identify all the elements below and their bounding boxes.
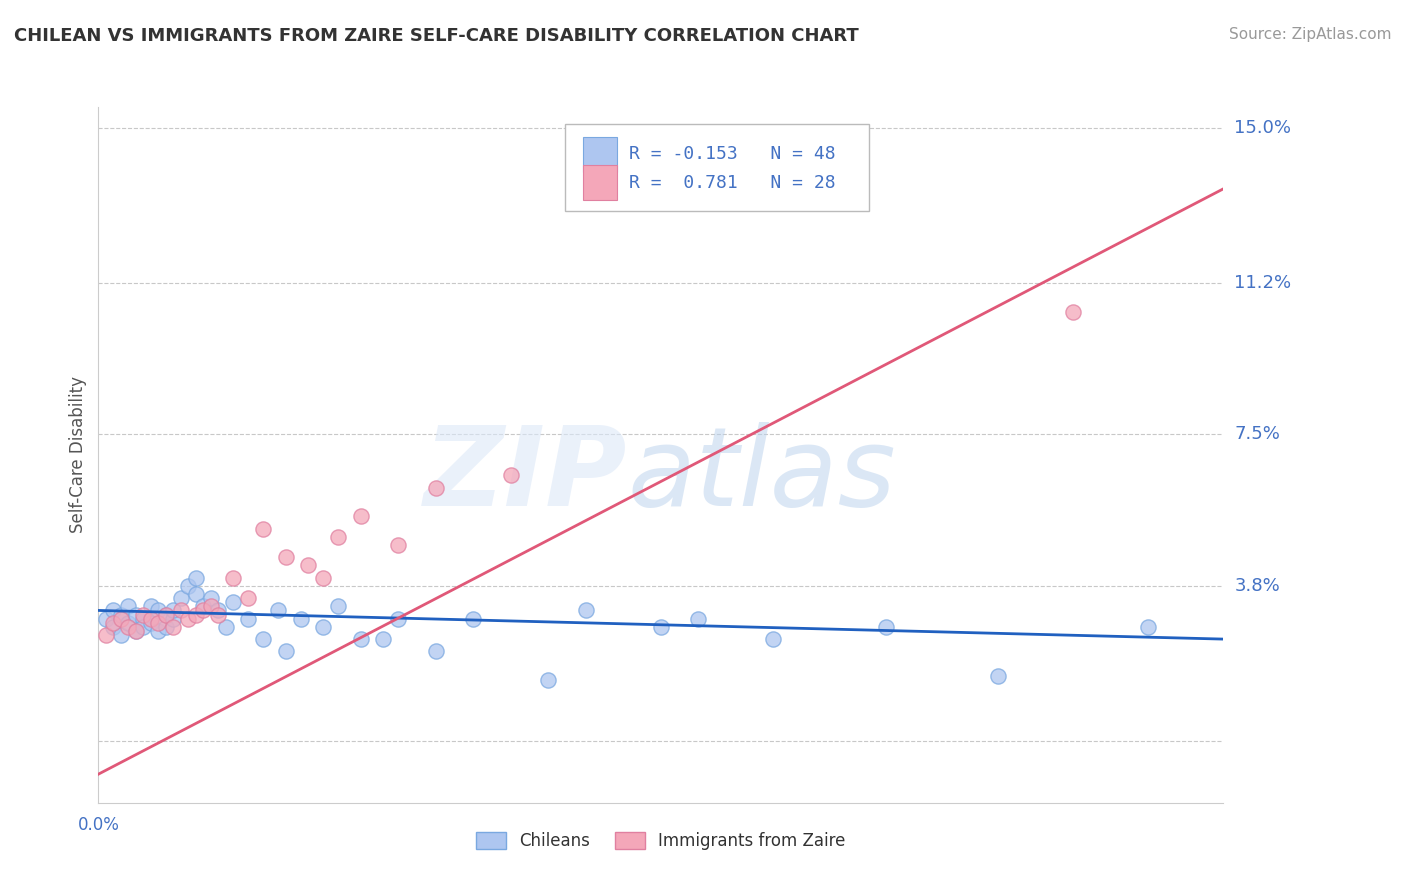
Point (499, 468, 522, 483)
Point (110, 628, 132, 642)
Point (274, 644, 297, 658)
Legend: Chileans, Immigrants from Zaire: Chileans, Immigrants from Zaire (470, 826, 852, 857)
Point (312, 620, 335, 634)
Text: ZIP: ZIP (423, 422, 627, 529)
Point (132, 620, 155, 634)
Point (132, 612, 155, 626)
Point (463, 612, 485, 626)
Point (148, 624, 170, 638)
Point (200, 591, 222, 606)
Point (688, 612, 710, 626)
Point (125, 624, 148, 638)
Text: 3.8%: 3.8% (1234, 577, 1279, 595)
Point (94, 612, 117, 626)
Point (373, 632, 395, 646)
Point (762, 632, 785, 646)
Text: atlas: atlas (627, 422, 896, 529)
Point (184, 607, 207, 622)
Point (350, 632, 373, 646)
Text: 0.0%: 0.0% (77, 816, 120, 834)
Point (162, 612, 184, 626)
Point (222, 595, 245, 609)
Text: R = -0.153   N = 48: R = -0.153 N = 48 (630, 145, 837, 163)
Point (1137, 620, 1160, 634)
Point (387, 538, 409, 552)
Point (328, 599, 350, 614)
Point (177, 612, 200, 626)
Point (987, 669, 1010, 683)
Point (290, 612, 312, 626)
Point (650, 620, 672, 634)
Point (177, 579, 200, 593)
Point (139, 615, 162, 630)
Point (207, 603, 229, 617)
Point (162, 603, 184, 617)
Point (94, 628, 117, 642)
Point (103, 615, 125, 630)
Point (162, 620, 184, 634)
Point (155, 620, 177, 634)
Point (155, 607, 177, 622)
Text: R =  0.781   N = 28: R = 0.781 N = 28 (630, 174, 837, 192)
Point (117, 599, 139, 614)
Point (425, 481, 447, 495)
Point (425, 644, 447, 658)
Point (274, 550, 297, 565)
FancyBboxPatch shape (565, 124, 869, 211)
Text: Source: ZipAtlas.com: Source: ZipAtlas.com (1229, 27, 1392, 42)
Point (139, 599, 162, 614)
Point (170, 591, 193, 606)
Point (238, 612, 260, 626)
Point (1062, 304, 1084, 318)
Point (537, 673, 560, 687)
Point (238, 591, 260, 606)
Text: 7.5%: 7.5% (1234, 425, 1281, 443)
FancyBboxPatch shape (583, 137, 617, 172)
Point (117, 620, 139, 634)
Text: 11.2%: 11.2% (1234, 274, 1292, 292)
Point (350, 509, 373, 524)
Point (155, 607, 177, 622)
Point (148, 615, 170, 630)
Point (387, 612, 409, 626)
Point (170, 603, 193, 617)
Point (193, 599, 215, 614)
Point (875, 620, 897, 634)
Point (207, 607, 229, 622)
Y-axis label: Self-Care Disability: Self-Care Disability (69, 376, 87, 533)
Text: 15.0%: 15.0% (1234, 119, 1291, 136)
FancyBboxPatch shape (583, 166, 617, 201)
Point (125, 624, 148, 638)
Point (328, 530, 350, 544)
Point (110, 607, 132, 622)
Point (125, 607, 148, 622)
Point (110, 612, 132, 626)
Point (184, 587, 207, 601)
Point (575, 603, 598, 617)
Point (139, 612, 162, 626)
Point (252, 632, 274, 646)
Point (184, 571, 207, 585)
Point (132, 607, 155, 622)
Point (103, 620, 125, 634)
Point (222, 571, 245, 585)
Point (215, 620, 238, 634)
Point (103, 603, 125, 617)
Point (267, 603, 290, 617)
Point (312, 571, 335, 585)
Point (252, 522, 274, 536)
Point (117, 615, 139, 630)
Point (193, 603, 215, 617)
Point (200, 599, 222, 614)
Point (297, 558, 319, 573)
Text: CHILEAN VS IMMIGRANTS FROM ZAIRE SELF-CARE DISABILITY CORRELATION CHART: CHILEAN VS IMMIGRANTS FROM ZAIRE SELF-CA… (14, 27, 859, 45)
Point (148, 603, 170, 617)
